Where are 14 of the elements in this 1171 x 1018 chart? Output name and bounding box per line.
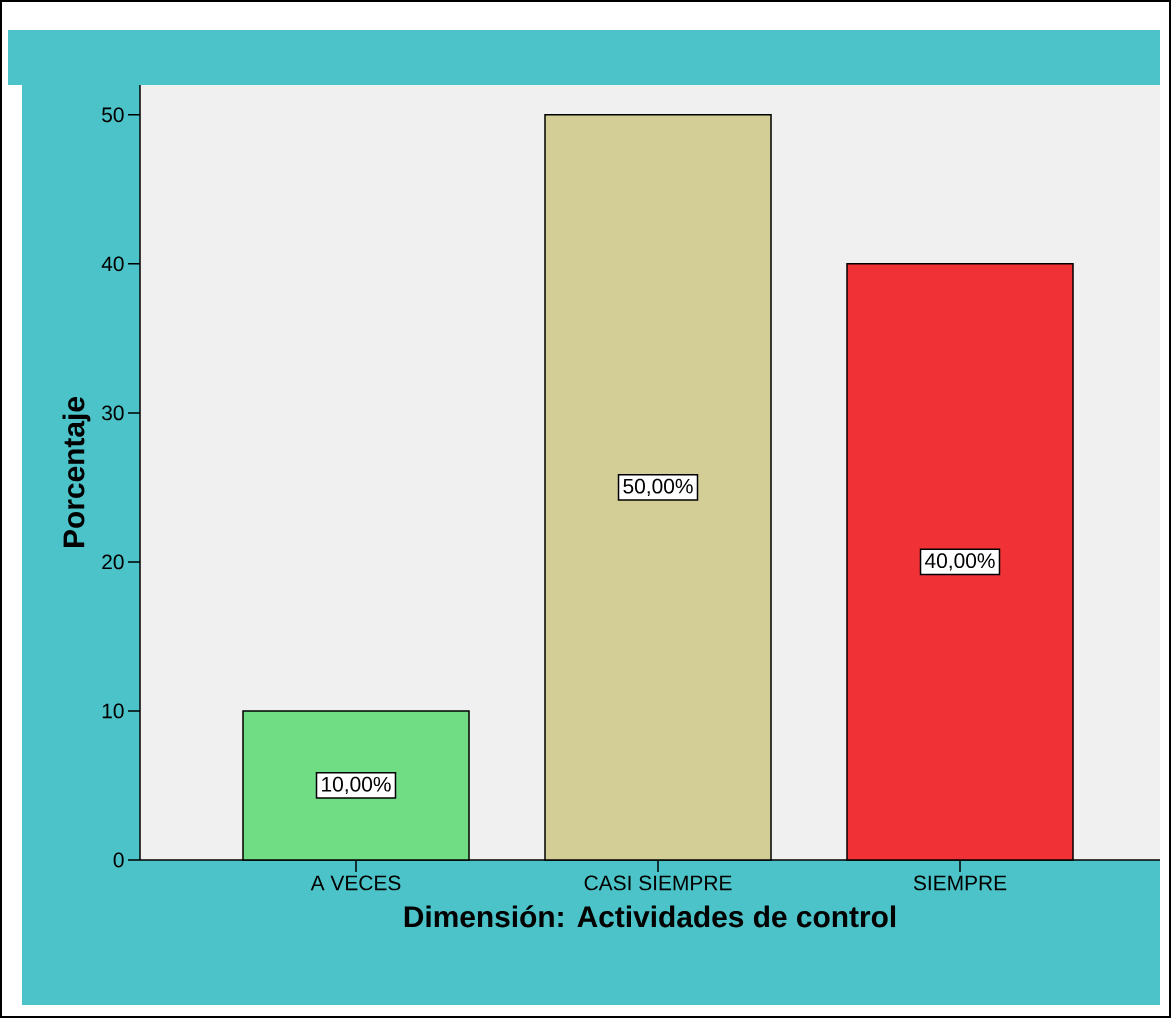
data-label: 40,00% xyxy=(925,553,995,571)
y-tick-label: 40 xyxy=(101,256,124,272)
y-tick-label: 0 xyxy=(113,852,124,868)
y-tick-label: 20 xyxy=(102,554,124,570)
y-tick-label: 50 xyxy=(102,107,124,123)
data-label: 50,00% xyxy=(623,478,693,497)
x-axis-title: Dimensión: Actividades de control xyxy=(404,905,896,928)
x-tick-label: SIEMPRE xyxy=(913,875,1007,891)
data-label: 10,00% xyxy=(322,776,391,795)
y-tick-label: 10 xyxy=(102,703,124,719)
x-tick-label: A VECES xyxy=(310,875,401,891)
y-tick-label: 30 xyxy=(102,405,124,421)
y-axis-title: Porcentaje xyxy=(62,397,91,547)
x-tick-label: CASI SIEMPRE xyxy=(584,875,732,891)
